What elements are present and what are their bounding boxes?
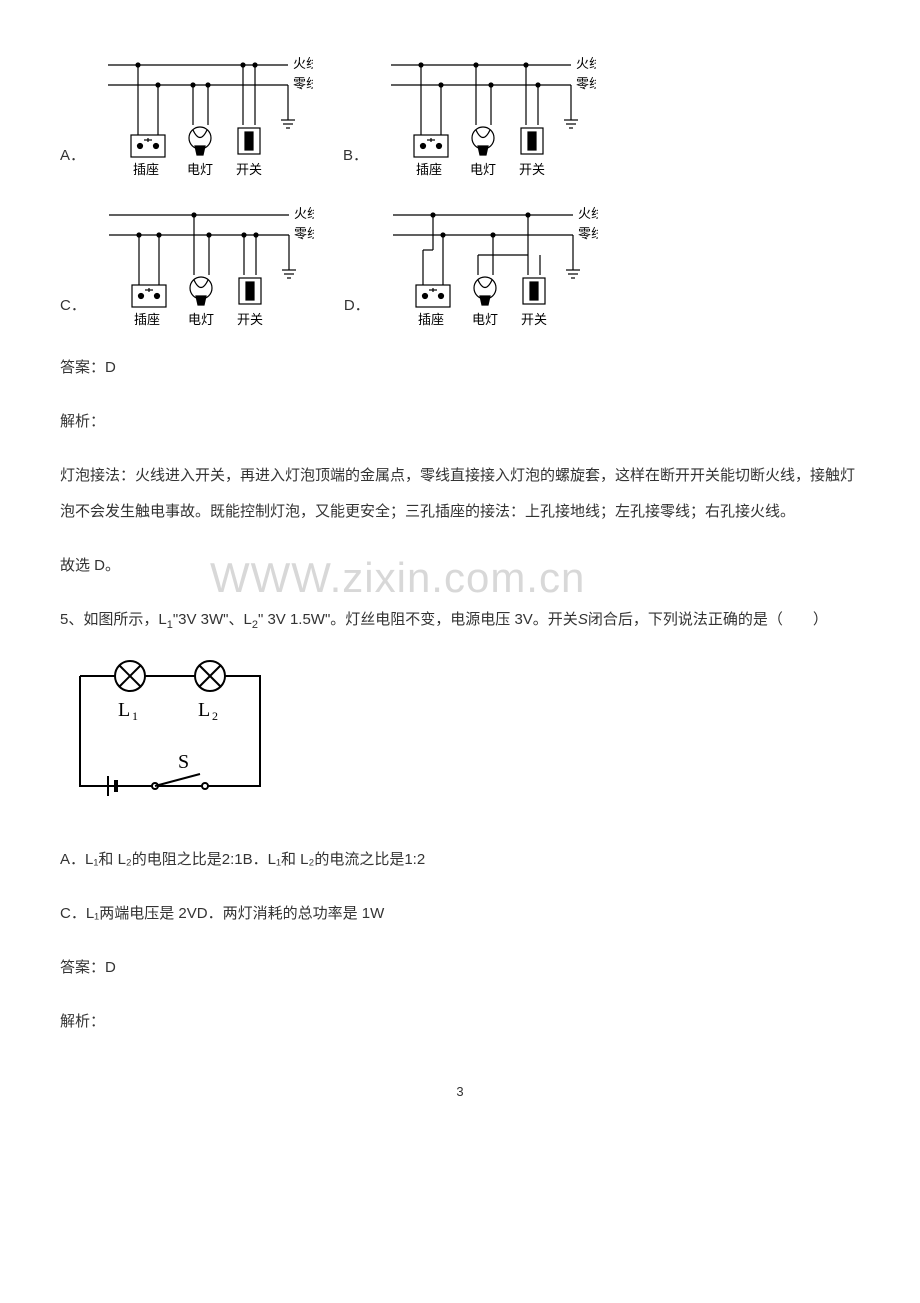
svg-text:火线: 火线 bbox=[576, 56, 596, 71]
options-row-ab: A． bbox=[60, 50, 860, 180]
q5-opt-c: C．L₁两端电压是 2V bbox=[60, 905, 197, 922]
l2-label: L bbox=[198, 699, 210, 721]
svg-text:零线: 零线 bbox=[576, 76, 596, 91]
svg-text:插座: 插座 bbox=[134, 312, 160, 327]
q5-opt-d: D．两灯消耗的总功率是 1W bbox=[197, 905, 385, 922]
q5-options-cd: C．L₁两端电压是 2VD．两灯消耗的总功率是 1W bbox=[60, 896, 860, 932]
q5-opt-b: B．L₁和 L₂的电流之比是1:2 bbox=[243, 851, 426, 868]
circuit-diagram-a: 火线 零线 插座 电灯 开关 bbox=[93, 50, 313, 180]
q5-opt-a: A．L₁和 L₂的电阻之比是2:1 bbox=[60, 851, 243, 868]
answer-line: 答案：D bbox=[60, 350, 860, 386]
option-c-label: C． bbox=[60, 292, 86, 321]
svg-text:开关: 开关 bbox=[237, 312, 263, 327]
answer2-line: 答案：D bbox=[60, 950, 860, 986]
q5-stem-pre: 5、如图所示，L bbox=[60, 611, 167, 628]
analysis-label: 解析： bbox=[60, 404, 860, 440]
s-label: S bbox=[178, 751, 189, 773]
circuit-diagram-d: 火线零线 插座 电灯 开关 bbox=[378, 200, 598, 330]
lamp-label: 电灯 bbox=[187, 162, 213, 177]
q5-stem-post: 闭合后，下列说法正确的是（ ） bbox=[588, 611, 828, 628]
option-d-label: D． bbox=[344, 292, 370, 321]
socket-label: 插座 bbox=[133, 162, 159, 177]
fire-label: 火线 bbox=[293, 56, 313, 71]
q5-stem-s: S bbox=[578, 611, 588, 628]
q5-stem-mid2: " 3V 1.5W"。灯丝电阻不变，电源电压 3V。开关 bbox=[258, 611, 578, 628]
svg-text:开关: 开关 bbox=[519, 162, 545, 177]
svg-text:开关: 开关 bbox=[521, 312, 547, 327]
q5-stem: 5、如图所示，L1"3V 3W"、L2" 3V 1.5W"。灯丝电阻不变，电源电… bbox=[60, 602, 860, 638]
svg-text:火线: 火线 bbox=[578, 206, 598, 221]
svg-text:电灯: 电灯 bbox=[188, 312, 214, 327]
svg-text:火线: 火线 bbox=[294, 206, 314, 221]
svg-text:电灯: 电灯 bbox=[470, 162, 496, 177]
svg-text:零线: 零线 bbox=[578, 226, 598, 241]
svg-text:电灯: 电灯 bbox=[472, 312, 498, 327]
svg-text:插座: 插座 bbox=[416, 162, 442, 177]
q5-stem-mid1: "3V 3W"、L bbox=[173, 611, 252, 628]
page-number: 3 bbox=[60, 1080, 860, 1105]
neutral-label: 零线 bbox=[293, 76, 313, 91]
analysis-text: 灯泡接法：火线进入开关，再进入灯泡顶端的金属点，零线直接接入灯泡的螺旋套，这样在… bbox=[60, 458, 860, 530]
option-b-label: B． bbox=[343, 142, 368, 171]
l1-label: L bbox=[118, 699, 130, 721]
svg-text:2: 2 bbox=[212, 709, 218, 723]
svg-text:零线: 零线 bbox=[294, 226, 314, 241]
page-content: A． bbox=[60, 50, 860, 1105]
analysis2-label: 解析： bbox=[60, 1004, 860, 1040]
options-row-cd: C． 火线零线 插座 电灯 开关 D． bbox=[60, 200, 860, 330]
circuit-diagram-c: 火线零线 插座 电灯 开关 bbox=[94, 200, 314, 330]
conclusion-text: 故选 D。 bbox=[60, 548, 860, 584]
q5-options-ab: A．L₁和 L₂的电阻之比是2:1B．L₁和 L₂的电流之比是1:2 bbox=[60, 842, 860, 878]
switch-label: 开关 bbox=[236, 162, 262, 177]
option-a-label: A． bbox=[60, 142, 85, 171]
svg-text:1: 1 bbox=[132, 709, 138, 723]
svg-text:插座: 插座 bbox=[418, 312, 444, 327]
q5-circuit: L1 L2 S bbox=[60, 656, 860, 817]
circuit-diagram-b: 火线零线 插座 电灯 开关 bbox=[376, 50, 596, 180]
